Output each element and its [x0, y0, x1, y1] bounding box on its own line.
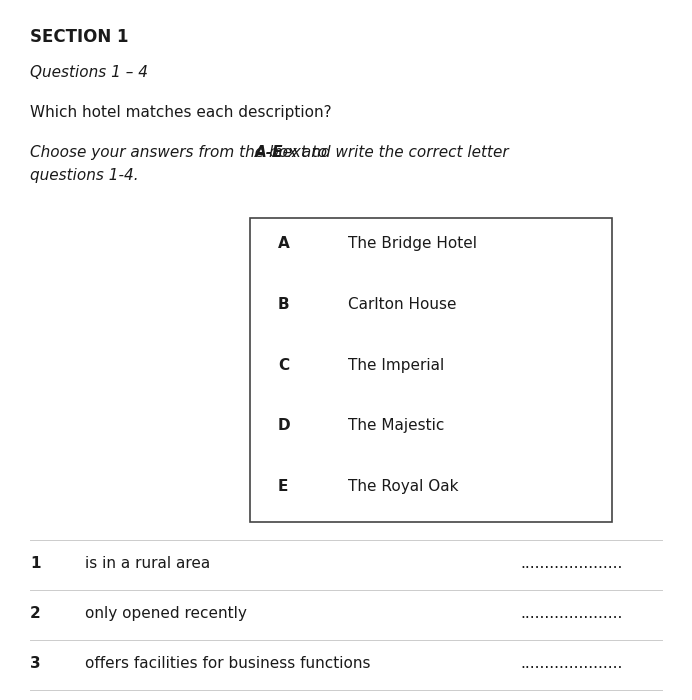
Text: only opened recently: only opened recently [85, 606, 247, 621]
Text: A: A [278, 236, 290, 251]
Text: next to: next to [268, 145, 327, 160]
Text: The Royal Oak: The Royal Oak [348, 480, 459, 494]
Text: A-E: A-E [255, 145, 284, 160]
Text: offers facilities for business functions: offers facilities for business functions [85, 656, 370, 671]
Text: The Imperial: The Imperial [348, 358, 444, 372]
Text: .....................: ..................... [520, 606, 622, 621]
Text: 1: 1 [30, 556, 41, 571]
Text: D: D [278, 419, 291, 433]
Text: Carlton House: Carlton House [348, 297, 457, 312]
Text: SECTION 1: SECTION 1 [30, 28, 129, 46]
Text: The Bridge Hotel: The Bridge Hotel [348, 236, 477, 251]
Text: Which hotel matches each description?: Which hotel matches each description? [30, 105, 331, 120]
Text: .....................: ..................... [520, 656, 622, 671]
Text: 3: 3 [30, 656, 41, 671]
Text: .....................: ..................... [520, 556, 622, 571]
Text: E: E [278, 480, 289, 494]
Text: is in a rural area: is in a rural area [85, 556, 210, 571]
Text: Questions 1 – 4: Questions 1 – 4 [30, 65, 148, 80]
Text: C: C [278, 358, 289, 372]
Text: Choose your answers from the box and write the correct letter: Choose your answers from the box and wri… [30, 145, 513, 160]
Text: The Majestic: The Majestic [348, 419, 444, 433]
Text: B: B [278, 297, 290, 312]
Bar [250, 218, 612, 522]
Text: 2: 2 [30, 606, 41, 621]
Text: questions 1-4.: questions 1-4. [30, 168, 138, 183]
